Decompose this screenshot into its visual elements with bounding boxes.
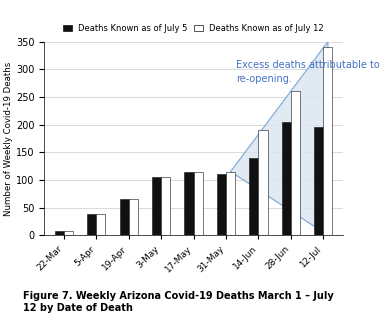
- Polygon shape: [230, 42, 328, 235]
- Y-axis label: Number of Weekly Covid-19 Deaths: Number of Weekly Covid-19 Deaths: [4, 61, 13, 216]
- Text: Excess deaths attributable to
re-opening.: Excess deaths attributable to re-opening…: [236, 60, 379, 84]
- Legend: Deaths Known as of July 5, Deaths Known as of July 12: Deaths Known as of July 5, Deaths Known …: [60, 20, 327, 36]
- Text: Figure 7. Weekly Arizona Covid-19 Deaths March 1 – July
12 by Date of Death: Figure 7. Weekly Arizona Covid-19 Deaths…: [23, 291, 334, 313]
- Bar: [129, 199, 138, 235]
- Bar: [152, 177, 161, 235]
- Bar: [258, 130, 268, 235]
- Bar: [314, 127, 323, 235]
- Bar: [55, 231, 64, 235]
- Bar: [194, 172, 203, 235]
- Bar: [87, 214, 96, 235]
- Bar: [249, 158, 258, 235]
- Bar: [184, 172, 194, 235]
- Bar: [161, 177, 170, 235]
- Bar: [119, 199, 129, 235]
- Bar: [282, 122, 291, 235]
- Bar: [217, 174, 226, 235]
- Bar: [64, 231, 73, 235]
- Bar: [226, 172, 235, 235]
- Bar: [323, 47, 333, 235]
- Bar: [291, 92, 300, 235]
- Bar: [96, 214, 105, 235]
